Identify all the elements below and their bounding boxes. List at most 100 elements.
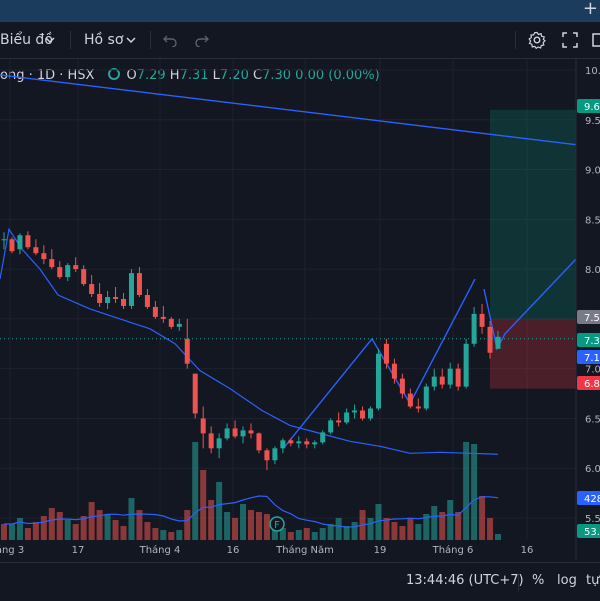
candle: [336, 412, 342, 427]
candle: [487, 320, 493, 359]
candle-body: [113, 296, 119, 299]
price-badge-bg: [577, 350, 600, 364]
volume-bar: [176, 530, 183, 540]
clock-time[interactable]: 13:44:46 (UTC+7): [406, 573, 524, 588]
chart-grid: [0, 59, 576, 540]
candle: [407, 388, 413, 409]
volume-bar: [144, 522, 151, 540]
redo-icon[interactable]: [195, 33, 209, 47]
price-badge: 7.5: [577, 310, 600, 324]
volume-bar: [319, 528, 326, 540]
gear-icon[interactable]: [528, 31, 546, 49]
volume-bar: [439, 512, 446, 540]
price-tick-label: 8.0: [585, 265, 600, 276]
volume-bar: [184, 510, 191, 540]
price-badge-label: 53.: [584, 527, 600, 538]
candle: [192, 373, 198, 419]
candle-body: [312, 442, 318, 445]
volume-bar: [423, 514, 430, 540]
candle: [296, 436, 302, 449]
volume-bar: [383, 518, 390, 540]
candle-body: [288, 440, 294, 444]
change-value: 0.00 (0.00%): [295, 68, 380, 83]
candle: [320, 430, 326, 445]
candle: [304, 438, 310, 449]
snapshot-icon[interactable]: [592, 32, 600, 48]
volume-bar: [120, 526, 127, 540]
candle-body: [121, 298, 127, 306]
candle-body: [431, 376, 437, 387]
candle: [495, 330, 501, 349]
chart-menu-button[interactable]: Biểu đồ: [0, 22, 53, 58]
percent-scale-toggle[interactable]: %: [532, 573, 545, 588]
log-scale-toggle[interactable]: log: [557, 573, 577, 588]
toolbar-divider: [150, 31, 151, 49]
candlesticks: [1, 231, 501, 471]
undo-icon[interactable]: [163, 33, 177, 47]
volume-bar: [8, 524, 15, 540]
symbol-label[interactable]: ong · 1D · HSX: [0, 68, 95, 83]
volume-bar: [447, 500, 454, 540]
volume-bar: [487, 518, 494, 540]
candle: [9, 237, 15, 254]
price-badge-bg: [577, 99, 600, 113]
volume-bar: [16, 518, 23, 540]
candle-body: [49, 259, 55, 268]
candle-body: [160, 316, 166, 319]
candle-body: [184, 338, 190, 364]
candle-body: [383, 343, 389, 364]
chevron-down-icon[interactable]: [45, 35, 55, 45]
event-marker: F: [269, 516, 285, 532]
candle: [200, 406, 206, 449]
candle: [184, 318, 190, 369]
candle: [312, 440, 318, 449]
time-axis: áng 3 17 Tháng 4 16 Tháng Năm 19 Tháng 6 16: [0, 544, 533, 556]
add-icon[interactable]: +: [582, 0, 598, 19]
candle: [431, 368, 437, 391]
stop-zone: [490, 318, 576, 389]
volume-bar: [255, 512, 262, 540]
volume-bar: [479, 496, 486, 540]
volume-bar: [327, 524, 334, 540]
candle: [136, 267, 142, 297]
candle-body: [423, 386, 429, 409]
price-axis: 10.9.59.08.58.07.57.06.56.05.59.67.57.37…: [575, 59, 600, 561]
volume-bar: [88, 502, 95, 540]
candle: [144, 289, 150, 309]
candle-body: [168, 318, 174, 327]
price-badge-label: 6.8: [584, 379, 600, 390]
candle-body: [152, 306, 158, 317]
volume-bar: [72, 524, 79, 540]
time-tick-label: 16: [521, 545, 534, 556]
candle: [176, 318, 182, 331]
volume-bar: [112, 520, 119, 540]
volume-bar: [303, 528, 310, 540]
candle-body: [65, 265, 71, 278]
candle-body: [17, 235, 23, 250]
pattern-drawing-line: [284, 278, 476, 447]
volume-ma-line: [4, 495, 499, 528]
volume-bar: [80, 516, 87, 540]
high-value: 7.31: [179, 68, 209, 83]
price-chart[interactable]: F10.9.59.08.58.07.57.06.56.05.59.67.57.3…: [0, 59, 600, 561]
toolbar-divider: [515, 31, 516, 49]
low-value: 7.20: [219, 68, 249, 83]
candle: [25, 231, 31, 250]
candle: [256, 432, 262, 454]
candle-body: [128, 273, 134, 306]
candle-body: [407, 393, 413, 407]
chevron-down-icon[interactable]: [126, 35, 136, 45]
candle: [89, 275, 95, 297]
auto-scale-toggle[interactable]: tự: [586, 573, 600, 588]
profile-menu-button[interactable]: Hồ sơ: [84, 22, 123, 58]
price-tick-label: 9.5: [585, 116, 600, 127]
candle: [368, 406, 374, 421]
fullscreen-icon[interactable]: [562, 32, 578, 48]
price-badge-label: 428: [584, 494, 600, 505]
candle-body: [368, 408, 374, 419]
candle-body: [391, 363, 397, 379]
volume-bar: [279, 528, 286, 540]
time-tick-label: Tháng 6: [432, 544, 474, 556]
volume-bar: [152, 528, 159, 540]
candle: [216, 433, 222, 459]
